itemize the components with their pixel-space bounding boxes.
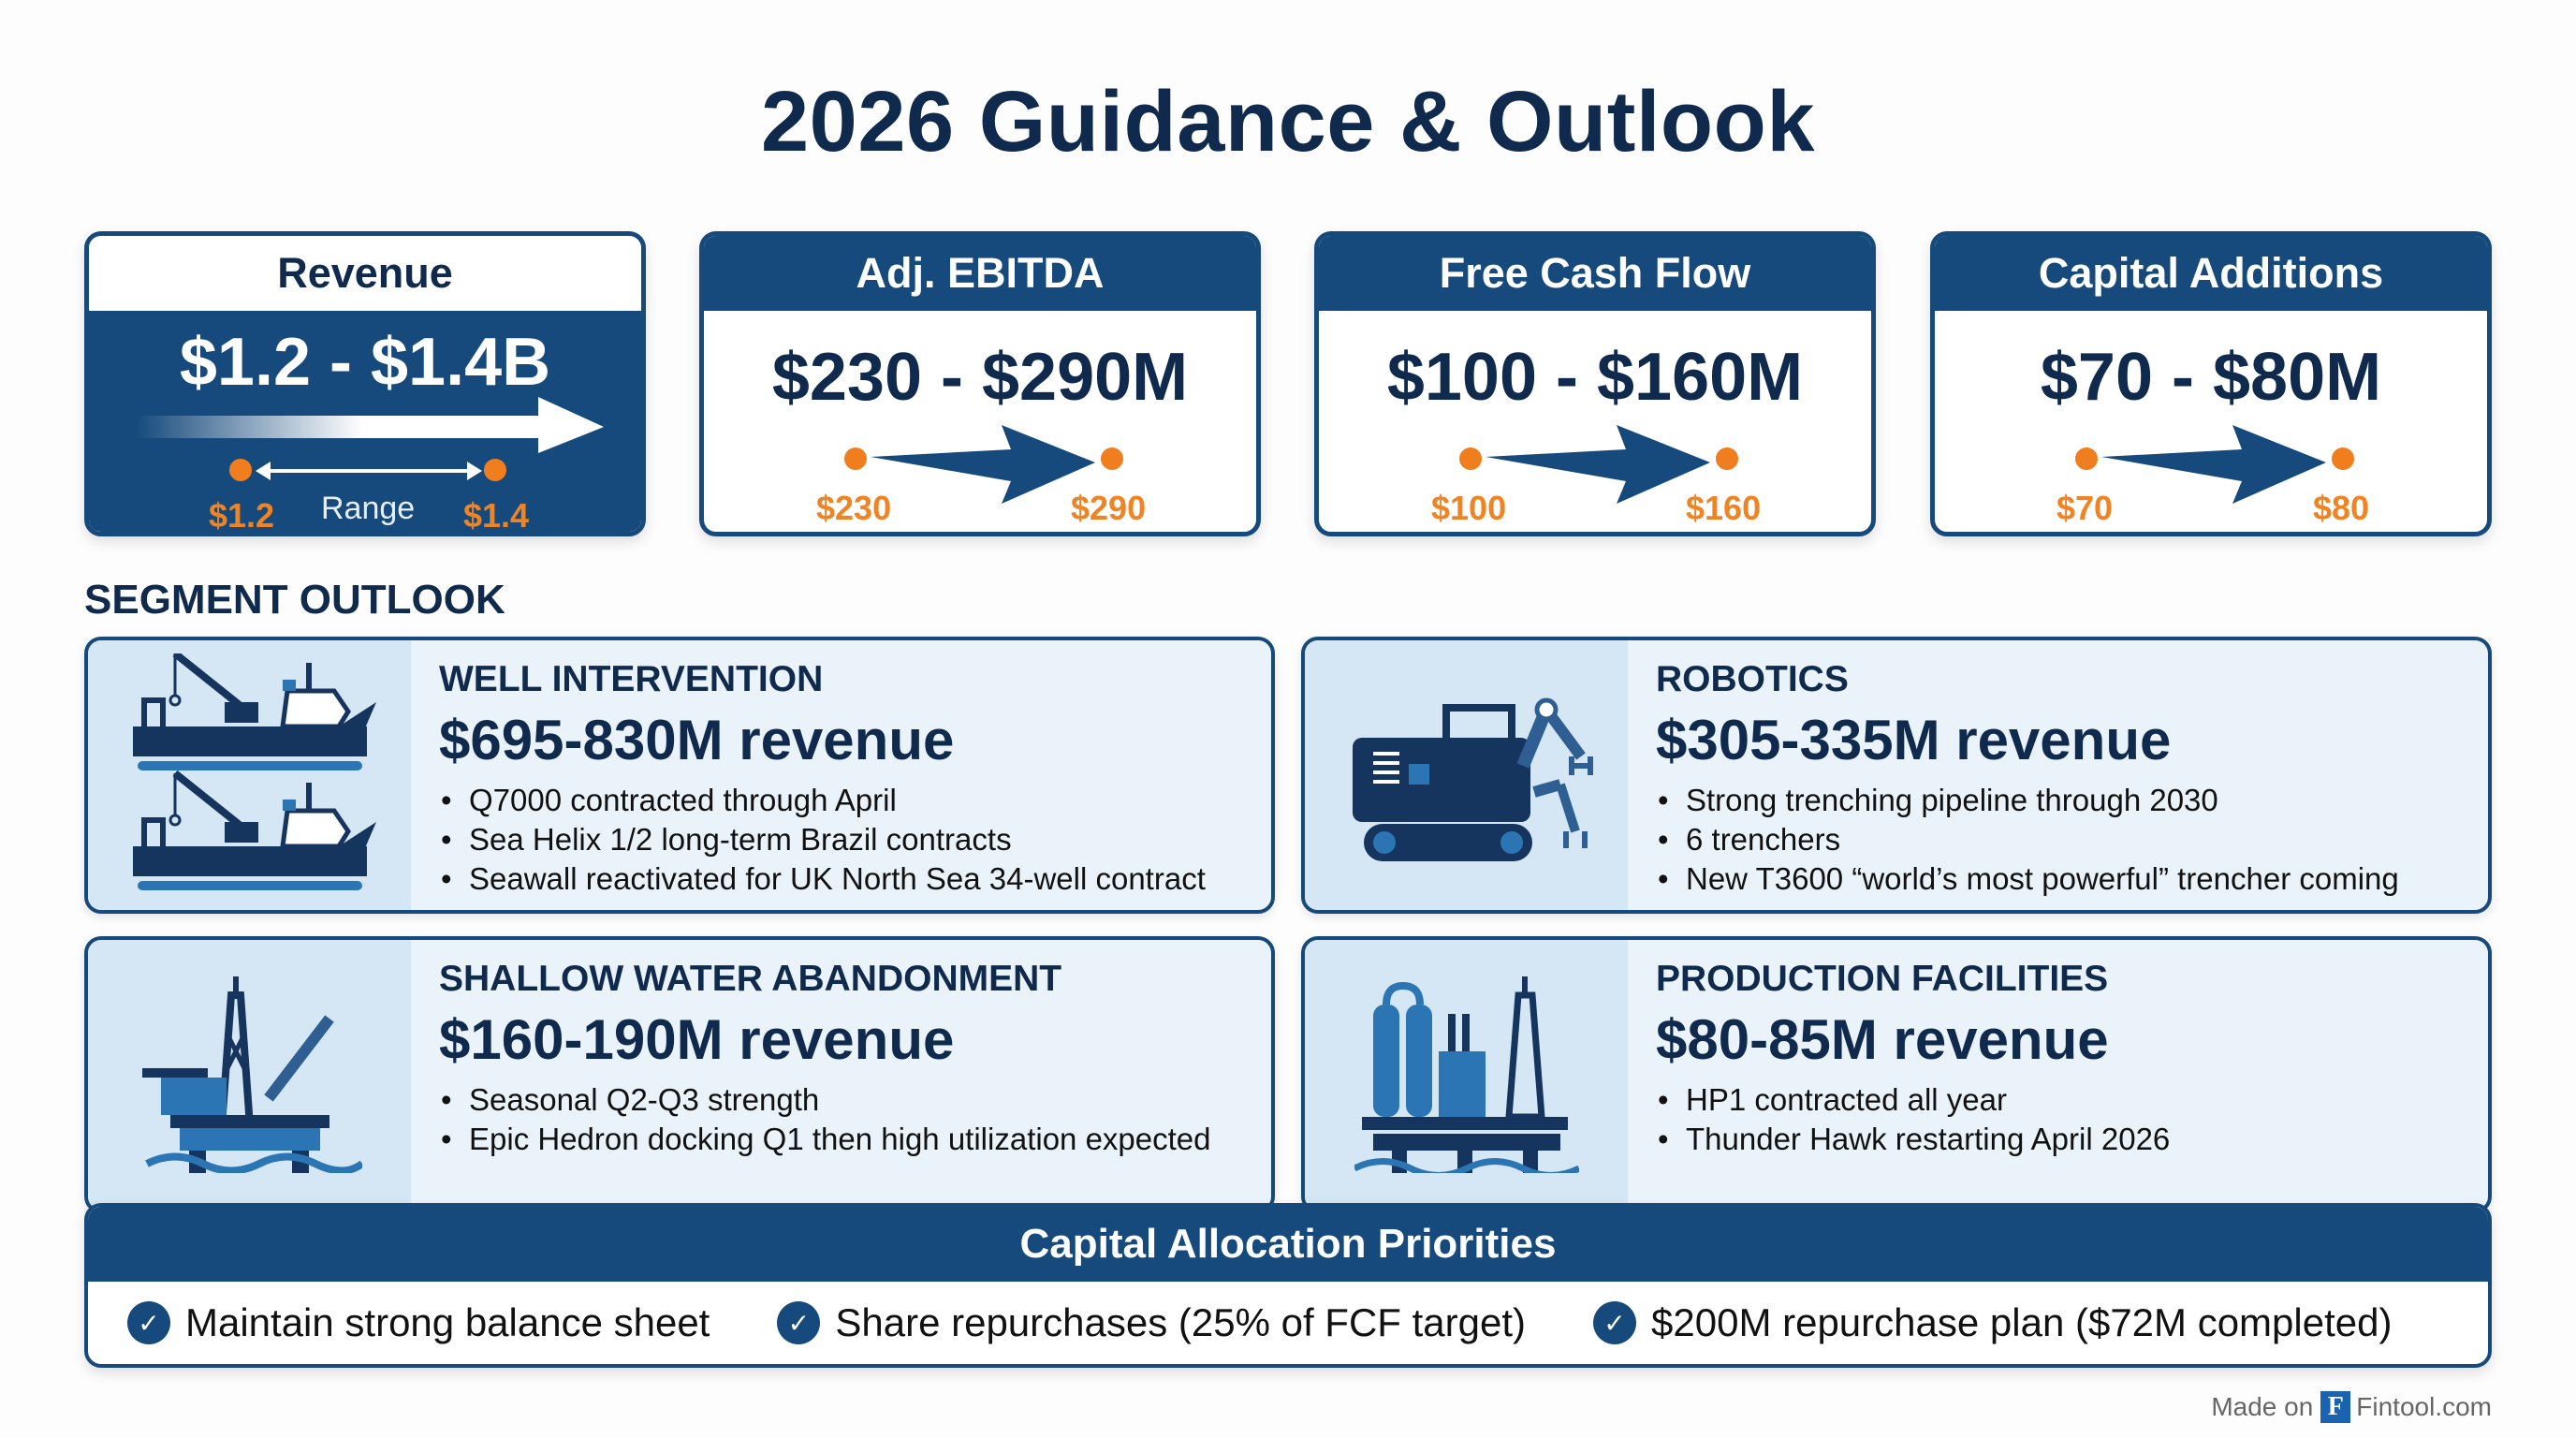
kpi-label: Adj. EBITDA (704, 236, 1256, 311)
priority-item: ✓ $200M repurchase plan ($72M completed) (1593, 1300, 2392, 1345)
bullet-item: New T3600 “world’s most powerful” trench… (1656, 859, 2469, 899)
bullet-item: Sea Helix 1/2 long-term Brazil contracts (439, 820, 1252, 859)
check-circle-icon: ✓ (777, 1301, 821, 1344)
priority-item: ✓ Share repurchases (25% of FCF target) (777, 1300, 1526, 1345)
bullet-item: Thunder Hawk restarting April 2026 (1656, 1120, 2469, 1159)
range-label: Range (321, 491, 416, 526)
growth-arrow-icon (136, 397, 604, 453)
range-double-arrow-icon (256, 462, 482, 480)
range-low-dot (2075, 448, 2098, 470)
kpi-card-revenue: Revenue $1.2 - $1.4B $1.2 Range $1.4 (84, 231, 646, 536)
footer-prefix: Made on (2211, 1392, 2314, 1421)
range-high-label: $160 (1686, 489, 1762, 527)
growth-arrow-icon (1486, 425, 1710, 504)
segment-revenue: $305-335M revenue (1656, 709, 2172, 771)
segment-card-shallow-water-abandonment: SHALLOW WATER ABANDONMENT $160-190M reve… (84, 936, 1275, 1213)
kpi-label: Capital Additions (1935, 236, 2487, 311)
bullet-item: Seasonal Q2-Q3 strength (439, 1080, 1252, 1120)
bullet-item: 6 trenchers (1656, 820, 2469, 859)
growth-arrow-icon (871, 425, 1095, 504)
range-high-label: $290 (1071, 489, 1147, 527)
range-high-dot (484, 459, 506, 481)
range-high-dot (1716, 448, 1738, 470)
capital-allocation-title: Capital Allocation Priorities (88, 1207, 2488, 1282)
range-low-label: $1.2 (209, 496, 275, 535)
kpi-value: $70 - $80M (2040, 340, 2382, 415)
kpi-card-free-cash-flow: Free Cash Flow $100 - $160M $100 $160 (1314, 231, 1876, 536)
check-circle-icon: ✓ (127, 1301, 170, 1344)
segment-revenue: $160-190M revenue (439, 1008, 955, 1071)
range-low-label: $70 (2056, 489, 2114, 527)
segment-name: ROBOTICS (1656, 659, 1849, 699)
bullet-item: Epic Hedron docking Q1 then high utiliza… (439, 1120, 1252, 1159)
fintool-logo-icon: F (2320, 1391, 2351, 1423)
segment-card-robotics: ROBOTICS $305-335M revenue Strong trench… (1301, 637, 2492, 914)
range-low-label: $100 (1431, 489, 1507, 527)
growth-arrow-icon (2101, 425, 2326, 504)
vessel-icon (124, 653, 376, 897)
page-title: 2026 Guidance & Outlook (760, 74, 1815, 169)
range-high-label: $80 (2313, 489, 2370, 527)
offshore-platform-icon (141, 976, 362, 1173)
kpi-label: Revenue (89, 236, 641, 311)
range-low-dot (229, 459, 252, 481)
bullet-item: Strong trenching pipeline through 2030 (1656, 781, 2469, 820)
bullet-item: HP1 contracted all year (1656, 1080, 2469, 1120)
segment-name: PRODUCTION FACILITIES (1656, 959, 2109, 999)
range-high-dot (1101, 448, 1123, 470)
segment-name: WELL INTERVENTION (439, 659, 824, 699)
segment-bullets: Strong trenching pipeline through 2030 6… (1656, 781, 2469, 899)
range-high-label: $1.4 (463, 496, 530, 535)
trencher-robot-icon (1352, 697, 1593, 861)
range-low-label: $230 (816, 489, 892, 527)
priority-item: ✓ Maintain strong balance sheet (127, 1300, 710, 1345)
check-circle-icon: ✓ (1593, 1301, 1637, 1344)
segment-bullets: Seasonal Q2-Q3 strength Epic Hedron dock… (439, 1080, 1252, 1159)
priority-label: Share repurchases (25% of FCF target) (835, 1300, 1527, 1344)
priority-label: $200M repurchase plan ($72M completed) (1651, 1300, 2393, 1344)
segment-revenue: $695-830M revenue (439, 709, 955, 771)
range-low-dot (1459, 448, 1482, 470)
kpi-value: $1.2 - $1.4B (179, 325, 551, 400)
segment-card-production-facilities: PRODUCTION FACILITIES $80-85M revenue HP… (1301, 936, 2492, 1213)
section-title-segment-outlook: SEGMENT OUTLOOK (84, 577, 505, 623)
footer-attribution[interactable]: Made on F Fintool.com (2211, 1391, 2492, 1423)
segment-bullets: HP1 contracted all year Thunder Hawk res… (1656, 1080, 2469, 1159)
priority-label: Maintain strong balance sheet (185, 1300, 710, 1344)
bullet-item: Q7000 contracted through April (439, 781, 1252, 820)
range-high-dot (2332, 448, 2354, 470)
segment-revenue: $80-85M revenue (1656, 1008, 2109, 1071)
kpi-value: $230 - $290M (771, 340, 1189, 415)
range-low-dot (844, 448, 867, 470)
kpi-label: Free Cash Flow (1319, 236, 1871, 311)
footer-brand-link[interactable]: Fintool.com (2356, 1392, 2492, 1421)
segment-name: SHALLOW WATER ABANDONMENT (439, 959, 1062, 999)
kpi-value: $100 - $160M (1386, 340, 1804, 415)
kpi-card-adj-ebitda: Adj. EBITDA $230 - $290M $230 $290 (699, 231, 1261, 536)
segment-card-well-intervention: WELL INTERVENTION $695-830M revenue Q700… (84, 637, 1275, 914)
capital-allocation-panel: Capital Allocation Priorities ✓ Maintain… (84, 1203, 2492, 1368)
bullet-item: Seawall reactivated for UK North Sea 34-… (439, 859, 1252, 899)
kpi-card-capital-additions: Capital Additions $70 - $80M $70 $80 (1930, 231, 2492, 536)
production-facility-icon (1354, 976, 1579, 1173)
segment-bullets: Q7000 contracted through April Sea Helix… (439, 781, 1252, 899)
